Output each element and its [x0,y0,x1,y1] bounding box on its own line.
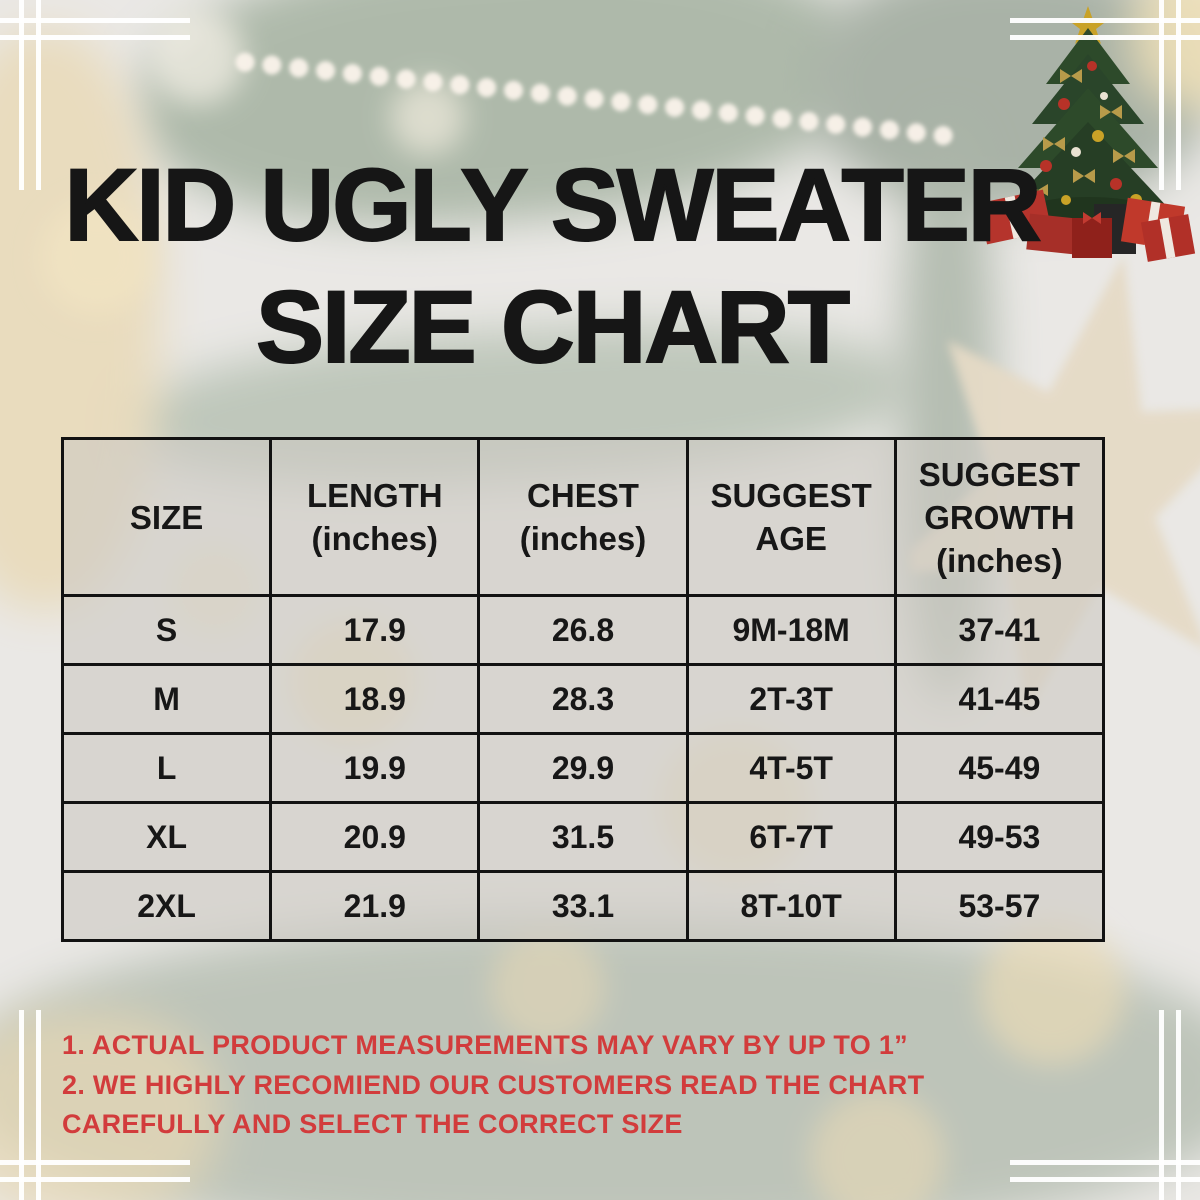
table-row-2xl: 2XL 21.9 33.1 8T-10T 53-57 [60,870,1106,942]
table-cell: 18.9 [269,663,481,735]
table-cell: 2XL [60,870,273,942]
table-cell: 26.8 [477,594,689,666]
column-sublabel: (inches) [519,520,647,557]
table-cell: M [60,663,273,735]
table-cell: 17.9 [269,594,481,666]
table-row-s: S 17.9 26.8 9M-18M 37-41 [60,594,1106,666]
footnote-2: 2. WE HIGHLY RECOMIEND OUR CUSTOMERS REA… [62,1070,925,1139]
header-cell-length: LENGTH (inches) [269,437,481,597]
column-sublabel: (inches) [936,541,1063,579]
table-row-m: M 18.9 28.3 2T-3T 41-45 [60,663,1106,735]
header-cell-size: SIZE [60,437,273,597]
frame-line [1176,0,1181,190]
table-cell: 28.3 [477,663,689,735]
table-cell: 33.1 [477,870,689,942]
table-cell: 37-41 [893,594,1106,666]
size-chart-table: SIZE LENGTH (inches) CHEST (inches) SUGG… [60,437,1106,942]
table-cell: 45-49 [893,732,1106,804]
christmas-tree-icon [978,6,1196,262]
frame-line [1176,1010,1181,1200]
frame-line [36,1010,41,1200]
title-line-1: KID UGLY SWEATER [64,148,1043,262]
frame-line [1010,1160,1200,1165]
table-cell: XL [60,801,273,873]
table-cell: 6T-7T [685,801,897,873]
title-line-2: SIZE CHART [255,270,851,384]
column-label: CHEST [527,477,639,514]
column-label: LENGTH [306,477,443,514]
header-cell-suggest-growth: SUGGEST GROWTH (inches) [893,437,1106,597]
column-label: SUGGEST [918,455,1081,493]
table-cell: 29.9 [477,732,689,804]
column-sublabel: (inches) [311,520,439,557]
table-cell: 4T-5T [685,732,897,804]
corner-frame-top-left [0,0,200,200]
frame-line [1010,18,1200,23]
gift-boxes [978,189,1196,262]
frame-line [1010,1177,1200,1182]
header-cell-chest: CHEST (inches) [477,437,689,597]
table-cell: 53-57 [893,870,1106,942]
tree-star-topper [1068,6,1108,44]
frame-line [1159,0,1164,190]
table-cell: 2T-3T [685,663,897,735]
table-cell: S [60,594,273,666]
table-cell: 9M-18M [685,594,897,666]
column-label: SIZE [129,498,204,536]
frame-line [0,1177,190,1182]
page-title: KID UGLY SWEATER SIZE CHART [0,148,1104,384]
table-cell: 20.9 [269,801,481,873]
frame-line [0,18,190,23]
frame-line [36,0,41,190]
frame-line [0,35,190,40]
header-cell-suggest-age: SUGGEST AGE [685,437,897,597]
column-label: SUGGEST [710,477,872,514]
footnotes: 1. ACTUAL PRODUCT MEASUREMENTS MAY VARY … [62,1026,1092,1145]
table-cell: 49-53 [893,801,1106,873]
header-row: SIZE LENGTH (inches) CHEST (inches) SUGG… [60,437,1106,597]
frame-line [0,1160,190,1165]
frame-line [19,0,24,190]
column-sublabel: AGE [755,520,827,557]
column-sublabel: GROWTH [924,498,1075,536]
table-cell: 21.9 [269,870,481,942]
table-row-xl: XL 20.9 31.5 6T-7T 49-53 [60,801,1106,873]
table-cell: 19.9 [269,732,481,804]
table-cell: 31.5 [477,801,689,873]
table-cell: 8T-10T [685,870,897,942]
table-row-l: L 19.9 29.9 4T-5T 45-49 [60,732,1106,804]
frame-line [1159,1010,1164,1200]
footnote-1: 1. ACTUAL PRODUCT MEASUREMENTS MAY VARY … [62,1030,908,1060]
frame-line [1010,35,1200,40]
table-cell: 41-45 [893,663,1106,735]
frame-line [19,1010,24,1200]
table-cell: L [60,732,273,804]
